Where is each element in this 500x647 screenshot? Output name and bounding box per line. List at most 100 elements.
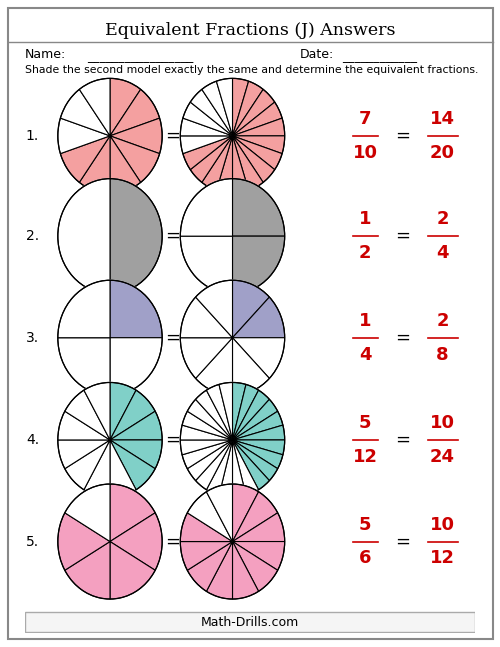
Wedge shape (232, 136, 282, 170)
Text: 1: 1 (359, 210, 371, 228)
Wedge shape (110, 513, 162, 570)
Wedge shape (110, 484, 155, 542)
Wedge shape (232, 542, 278, 591)
Wedge shape (58, 179, 110, 294)
Wedge shape (110, 118, 162, 153)
Text: =: = (165, 127, 180, 145)
Text: ____________: ____________ (342, 50, 417, 63)
Text: 3.: 3. (26, 331, 39, 345)
Text: 12: 12 (430, 549, 455, 567)
Text: =: = (165, 329, 180, 347)
Wedge shape (188, 492, 232, 542)
Text: 20: 20 (430, 144, 455, 162)
Wedge shape (110, 179, 162, 294)
Circle shape (58, 484, 162, 599)
Circle shape (58, 179, 162, 294)
Wedge shape (80, 78, 110, 136)
Text: 8: 8 (436, 345, 449, 364)
Text: 4: 4 (436, 244, 449, 262)
Wedge shape (219, 440, 232, 498)
Text: 5: 5 (359, 516, 371, 534)
Wedge shape (232, 440, 283, 468)
Wedge shape (196, 390, 232, 440)
Wedge shape (180, 425, 233, 440)
Wedge shape (188, 399, 232, 440)
Wedge shape (232, 136, 284, 153)
Text: 2: 2 (436, 210, 449, 228)
Circle shape (180, 484, 284, 599)
Wedge shape (232, 390, 270, 440)
Wedge shape (232, 513, 284, 542)
Wedge shape (232, 399, 278, 440)
Wedge shape (58, 440, 110, 468)
Wedge shape (232, 440, 284, 455)
Wedge shape (206, 542, 233, 599)
Text: 1: 1 (359, 312, 371, 330)
Wedge shape (110, 542, 155, 599)
Wedge shape (60, 136, 110, 182)
Text: =: = (395, 431, 410, 449)
Wedge shape (202, 81, 232, 136)
Wedge shape (206, 440, 233, 496)
Wedge shape (183, 102, 232, 136)
Wedge shape (232, 384, 258, 440)
Wedge shape (232, 297, 284, 338)
Wedge shape (232, 179, 284, 236)
Wedge shape (180, 297, 233, 338)
Text: 4.: 4. (26, 433, 39, 447)
Wedge shape (232, 81, 263, 136)
Wedge shape (65, 484, 110, 542)
Circle shape (180, 78, 284, 193)
Wedge shape (180, 338, 233, 378)
Wedge shape (206, 484, 233, 542)
Wedge shape (110, 382, 136, 440)
Wedge shape (180, 513, 233, 542)
Wedge shape (58, 118, 110, 153)
Wedge shape (232, 542, 258, 599)
Text: =: = (395, 532, 410, 551)
Wedge shape (188, 542, 232, 591)
Wedge shape (58, 338, 110, 395)
Wedge shape (110, 440, 155, 490)
Text: 7: 7 (359, 110, 371, 128)
Wedge shape (196, 440, 232, 490)
Text: Equivalent Fractions (J) Answers: Equivalent Fractions (J) Answers (105, 22, 395, 39)
Wedge shape (232, 102, 282, 136)
Wedge shape (190, 136, 232, 182)
Wedge shape (110, 411, 162, 440)
Wedge shape (216, 78, 232, 136)
Text: =: = (395, 227, 410, 245)
Wedge shape (196, 280, 232, 338)
Wedge shape (65, 390, 110, 440)
Wedge shape (65, 440, 110, 490)
Wedge shape (232, 338, 284, 378)
Wedge shape (183, 136, 232, 170)
Text: =: = (165, 532, 180, 551)
Text: 10: 10 (352, 144, 378, 162)
FancyBboxPatch shape (25, 613, 475, 631)
Wedge shape (188, 440, 232, 481)
Wedge shape (110, 280, 162, 338)
Text: =: = (165, 227, 180, 245)
Wedge shape (232, 236, 284, 294)
Text: =: = (395, 127, 410, 145)
Wedge shape (232, 118, 284, 136)
Text: 5: 5 (359, 414, 371, 432)
Text: 10: 10 (430, 414, 455, 432)
Wedge shape (110, 89, 160, 136)
Text: 10: 10 (430, 516, 455, 534)
Wedge shape (202, 136, 232, 191)
Wedge shape (60, 89, 110, 136)
Text: 2: 2 (359, 244, 371, 262)
Wedge shape (232, 425, 284, 440)
Text: 4: 4 (359, 345, 371, 364)
Wedge shape (110, 136, 140, 193)
Circle shape (58, 280, 162, 395)
Text: Date:: Date: (300, 49, 334, 61)
Wedge shape (110, 136, 160, 182)
Text: _________________: _________________ (88, 50, 194, 63)
Wedge shape (232, 440, 258, 496)
Wedge shape (182, 411, 232, 440)
Wedge shape (84, 382, 110, 440)
Wedge shape (110, 338, 162, 395)
